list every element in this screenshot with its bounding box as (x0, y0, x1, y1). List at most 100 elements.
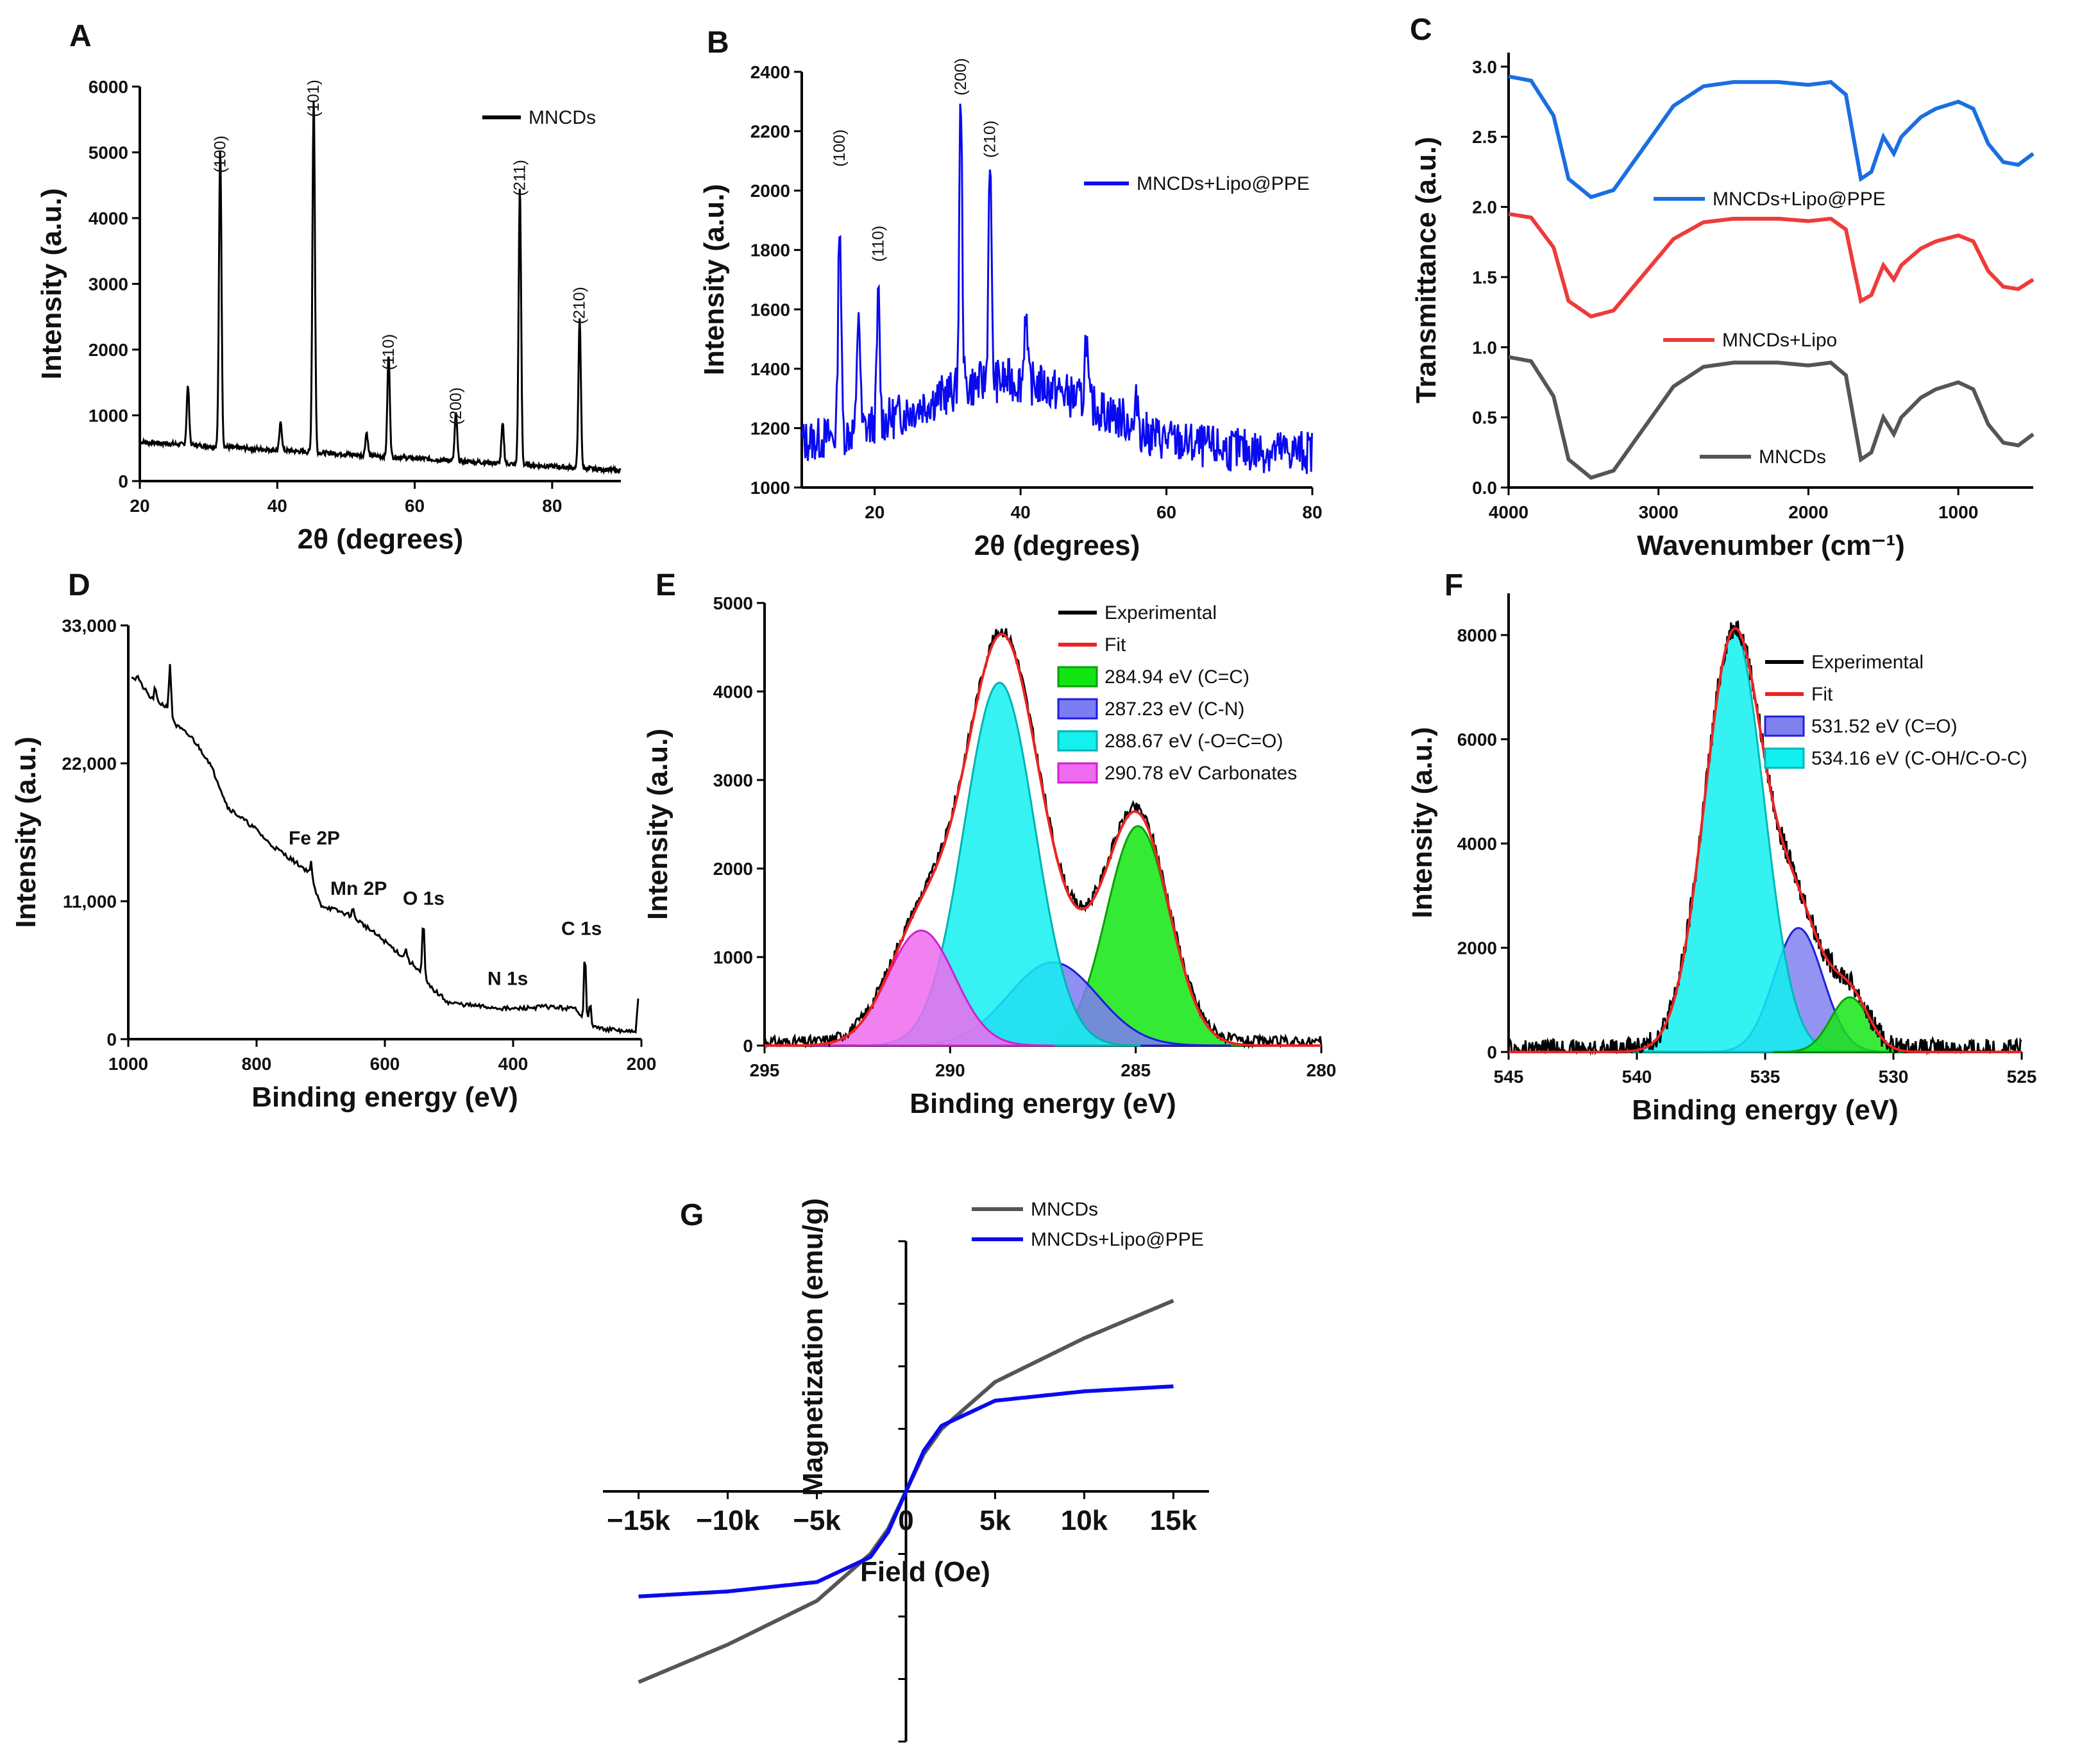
y-tick-label: 6000 (1457, 730, 1497, 750)
peak-label: (100) (211, 135, 229, 173)
series-line (1508, 212, 2035, 319)
legend-label: 284.94 eV (C=C) (1104, 666, 1249, 688)
x-tick-label: 60 (405, 496, 425, 516)
peak-label: (211) (511, 160, 529, 196)
x-tick-label: 530 (1879, 1067, 1909, 1087)
x-tick-label: 80 (1302, 502, 1322, 522)
legend-swatch (1057, 666, 1098, 688)
x-tick-label: 540 (1622, 1067, 1652, 1087)
peak-label: (200) (952, 58, 970, 96)
y-tick-label: 5000 (713, 593, 753, 613)
x-tick-label: 1000 (1938, 502, 1978, 522)
y-tick-label: 0.5 (1472, 408, 1497, 428)
peak-label: N 1s (487, 969, 528, 990)
x-tick-label: 1000 (108, 1054, 148, 1074)
x-tick-label: 200 (627, 1054, 657, 1074)
legend-label: MNCDs+Lipo (1722, 330, 1837, 351)
x-tick-label: −15k (607, 1505, 671, 1536)
series-line (638, 1384, 1174, 1599)
x-tick-label: 295 (750, 1060, 780, 1080)
x-tick-label: 4000 (1489, 502, 1528, 522)
legend-label: Experimental (1811, 652, 1924, 673)
x-axis-title: Binding energy (eV) (251, 1081, 518, 1113)
legend-swatch (1057, 762, 1098, 784)
y-tick-label: 3000 (713, 770, 753, 790)
x-tick-label: 5k (979, 1505, 1011, 1536)
y-tick-label: 8000 (1457, 625, 1497, 645)
legend-label: 288.67 eV (-O=C=O) (1104, 731, 1283, 752)
legend-label: MNCDs+Lipo@PPE (1137, 173, 1310, 194)
y-axis-title: Intensity (a.u.) (10, 736, 42, 928)
peak-label: (200) (447, 387, 465, 425)
peak-label: (110) (869, 226, 887, 262)
y-tick-label: 1.0 (1472, 337, 1497, 357)
x-axis-title: Field (Oe) (860, 1556, 990, 1588)
peak-label: (100) (831, 130, 849, 167)
x-tick-label: 2000 (1788, 502, 1828, 522)
y-tick-label: 4000 (89, 208, 128, 228)
peak-label: (210) (981, 121, 999, 158)
y-tick-label: 4000 (713, 682, 753, 702)
legend-label: Fit (1104, 634, 1126, 656)
y-tick-label: 33,000 (62, 616, 117, 636)
y-tick-label: 1600 (750, 300, 790, 319)
peak-label: (210) (571, 287, 589, 324)
legend-swatch (1764, 715, 1805, 737)
x-tick-label: 285 (1121, 1060, 1151, 1080)
x-axis-title: 2θ (degrees) (974, 530, 1140, 561)
panel-letter-a: A (69, 19, 92, 53)
y-tick-label: 2000 (750, 181, 790, 201)
y-axis-title: Transmittance (a.u.) (1410, 137, 1442, 403)
legend-swatch (1764, 747, 1805, 769)
peak-label: (101) (305, 80, 323, 117)
y-tick-label: 1000 (750, 478, 790, 498)
x-axis-title: 2θ (degrees) (298, 523, 464, 555)
series-line-mncds (139, 100, 622, 475)
x-tick-label: 0 (898, 1505, 913, 1536)
peak-label: Mn 2P (330, 878, 387, 899)
y-tick-label: 3.0 (1472, 57, 1497, 77)
y-axis-title: Intensity (a.u.) (36, 188, 67, 379)
x-tick-label: 15k (1150, 1505, 1198, 1536)
y-axis-title: Intensity (a.u.) (698, 184, 730, 375)
y-tick-label: 2200 (750, 122, 790, 142)
legend-label: MNCDs (1031, 1199, 1098, 1220)
x-axis-title: Wavenumber (cm⁻¹) (1637, 530, 1905, 561)
x-axis-title: Binding energy (eV) (1632, 1094, 1899, 1126)
y-axis-title: Intensity (a.u.) (642, 729, 673, 920)
x-tick-label: 3000 (1639, 502, 1679, 522)
y-tick-label: 2000 (89, 340, 128, 360)
x-tick-label: 400 (498, 1054, 529, 1074)
y-tick-label: 11,000 (63, 892, 117, 912)
x-tick-label: 290 (935, 1060, 965, 1080)
legend-label: MNCDs+Lipo@PPE (1713, 189, 1886, 210)
y-axis-title: Magnetization (emu/g) (797, 1198, 829, 1496)
x-tick-label: 600 (370, 1054, 400, 1074)
x-tick-label: 535 (1750, 1067, 1781, 1087)
y-tick-label: 3000 (89, 275, 128, 294)
y-tick-label: 0 (1487, 1042, 1497, 1062)
x-tick-label: 280 (1307, 1060, 1337, 1080)
panel-letter-c: C (1410, 13, 1432, 47)
series-line-mncds-lipo-ppe (800, 103, 1313, 474)
panel-letters: A B C D E F G (68, 13, 1463, 1232)
y-tick-label: 1200 (750, 418, 790, 438)
x-tick-label: 20 (130, 496, 149, 516)
x-tick-label: −10k (696, 1505, 760, 1536)
y-tick-label: 1400 (750, 359, 790, 379)
y-tick-label: 1000 (713, 947, 753, 967)
peak-label: O 1s (403, 888, 444, 909)
peak-label: (110) (380, 334, 398, 371)
panel-letter-f: F (1444, 568, 1463, 602)
survey-spectrum-line (131, 664, 639, 1035)
x-axis-title: Binding energy (eV) (910, 1088, 1176, 1119)
panel-letter-e: E (656, 568, 676, 602)
legend-label: 534.16 eV (C-OH/C-O-C) (1811, 748, 2027, 769)
y-tick-label: 1000 (89, 406, 128, 426)
legend-label: MNCDs (1759, 446, 1826, 468)
legend-label: 290.78 eV Carbonates (1104, 763, 1297, 784)
y-tick-label: 6000 (89, 77, 128, 97)
y-tick-label: 2400 (750, 62, 790, 82)
legend-label: 531.52 eV (C=O) (1811, 716, 1958, 737)
